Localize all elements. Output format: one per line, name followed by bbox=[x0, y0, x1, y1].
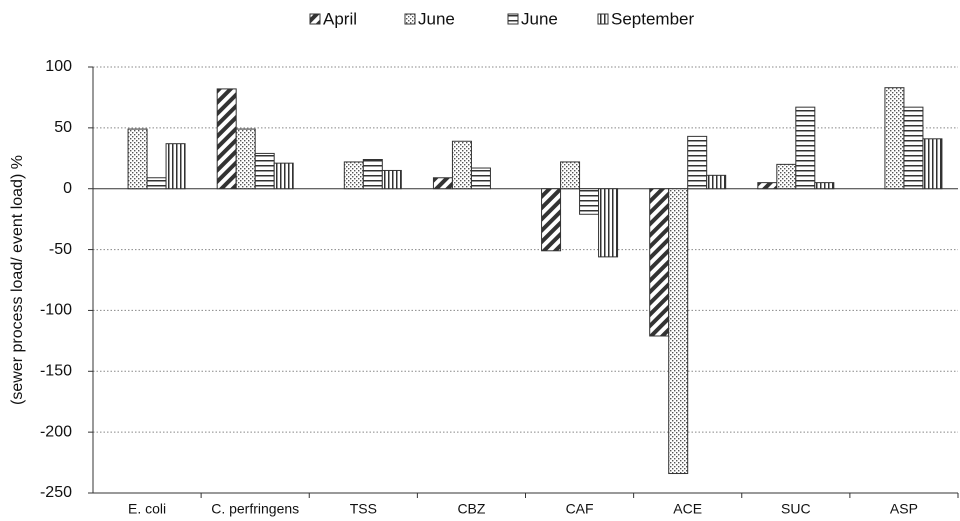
y-tick-label: -200 bbox=[40, 423, 72, 440]
bar bbox=[795, 106, 816, 190]
x-tick-label: ASP bbox=[890, 501, 918, 517]
legend-swatch bbox=[404, 13, 416, 25]
bar bbox=[687, 135, 708, 190]
bar bbox=[362, 159, 383, 190]
bar bbox=[432, 177, 453, 190]
bar bbox=[273, 162, 294, 190]
x-tick-label: SUC bbox=[781, 501, 811, 517]
legend-label: June bbox=[418, 9, 455, 28]
bar bbox=[560, 161, 581, 190]
bar bbox=[451, 140, 472, 190]
bar bbox=[381, 169, 402, 190]
bar bbox=[598, 188, 619, 258]
y-tick-label: -50 bbox=[49, 241, 72, 258]
y-tick-label: -250 bbox=[40, 484, 72, 501]
bar bbox=[757, 182, 778, 190]
y-tick-label: 0 bbox=[63, 180, 72, 197]
bar bbox=[216, 88, 237, 190]
bar bbox=[165, 143, 186, 190]
x-tick-label: ACE bbox=[673, 501, 702, 517]
x-tick-label: C. perfringens bbox=[211, 501, 299, 517]
legend-label: June bbox=[521, 9, 558, 28]
legend-label: September bbox=[611, 9, 694, 28]
bar bbox=[254, 152, 275, 190]
bar bbox=[541, 188, 562, 252]
x-tick-label: CBZ bbox=[457, 501, 485, 517]
legend: April June June September bbox=[309, 9, 694, 28]
bar bbox=[579, 188, 600, 215]
bar bbox=[235, 128, 256, 190]
y-tick-label: 50 bbox=[54, 119, 72, 136]
bar bbox=[884, 87, 905, 190]
legend-label: April bbox=[323, 9, 357, 28]
legend-swatch bbox=[597, 13, 609, 25]
bar bbox=[146, 177, 167, 190]
bar bbox=[922, 138, 943, 190]
bar bbox=[668, 188, 689, 475]
x-tick-label: TSS bbox=[350, 501, 377, 517]
legend-swatch bbox=[309, 13, 321, 25]
x-tick-label: E. coli bbox=[128, 501, 166, 517]
y-tick-label: -150 bbox=[40, 363, 72, 380]
bar bbox=[706, 174, 727, 190]
x-tick-label: CAF bbox=[566, 501, 594, 517]
y-tick-label: -100 bbox=[40, 302, 72, 319]
bar bbox=[343, 161, 364, 190]
bar bbox=[903, 106, 924, 190]
bar bbox=[776, 163, 797, 190]
bar bbox=[649, 188, 670, 337]
y-tick-label: 100 bbox=[45, 58, 72, 75]
y-axis-label: (sewer process load/ event load) % bbox=[9, 155, 26, 405]
bar bbox=[470, 167, 491, 190]
bar bbox=[127, 128, 148, 190]
legend-swatch bbox=[507, 13, 519, 25]
bar bbox=[814, 182, 835, 190]
